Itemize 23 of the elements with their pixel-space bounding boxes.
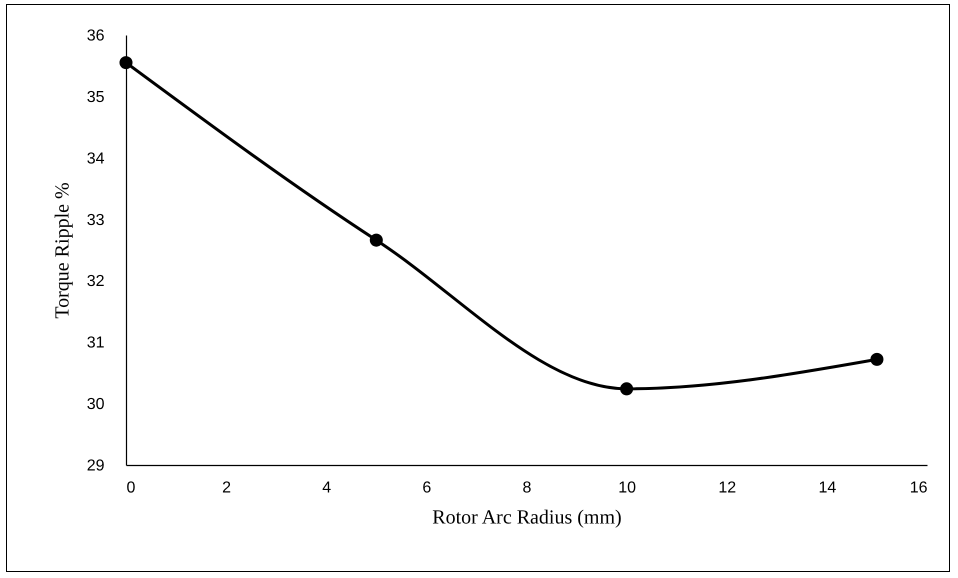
y-tick-label: 35 [86, 88, 105, 106]
x-tick-label: 4 [322, 480, 332, 496]
point [620, 382, 634, 396]
x-tick-label: 6 [422, 480, 432, 496]
x-axis-title: Rotor Arc Radius (mm) [432, 506, 622, 528]
x-tick-label: 8 [522, 480, 532, 496]
x-tick-label: 0 [126, 480, 136, 496]
x-tick-label: 2 [222, 480, 232, 496]
x-tick-label: 12 [718, 480, 736, 496]
y-tick-label: 34 [86, 150, 105, 168]
point [370, 234, 383, 247]
x-tick-label: 14 [818, 480, 836, 496]
y-tick-label: 36 [86, 28, 105, 44]
x-tick-label: 10 [618, 480, 636, 496]
y-tick-label: 33 [86, 212, 105, 229]
y-tick-label: 32 [86, 273, 105, 290]
y-tick-label: 30 [86, 396, 105, 414]
point [870, 352, 884, 366]
y-tick-label: 31 [86, 334, 105, 352]
point [119, 56, 133, 70]
x-tick-label: 16 [910, 480, 928, 496]
y-tick-label: 29 [86, 458, 105, 474]
y-axis-title: Torque Ripple % [52, 182, 74, 319]
